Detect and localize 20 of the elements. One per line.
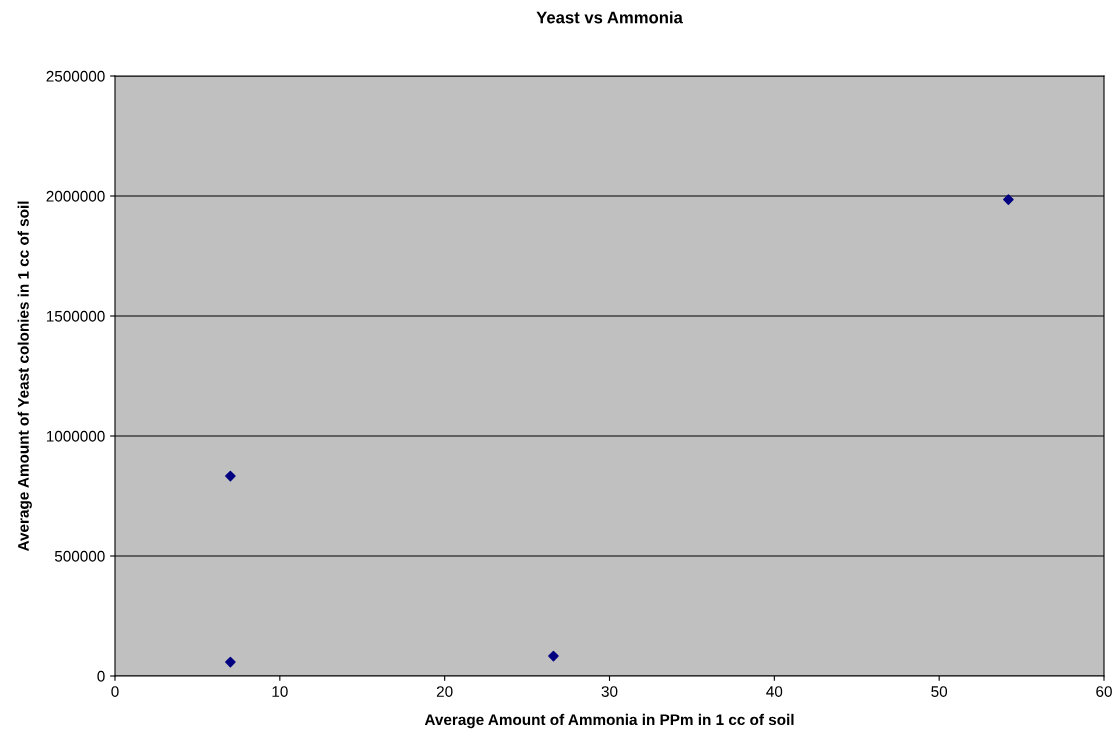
- point: [225, 656, 236, 668]
- y-tick-label: 500000: [54, 550, 105, 562]
- x-tick-label: 0: [111, 686, 119, 697]
- x-tick-label: 10: [272, 686, 288, 697]
- y-tick-label: 1000000: [46, 430, 105, 442]
- chart-title: Yeast vs Ammonia: [536, 11, 683, 24]
- point: [225, 470, 236, 482]
- x-tick-label: 40: [766, 686, 783, 697]
- y-tick-label: 2000000: [46, 190, 105, 202]
- y-tick-label: 2500000: [46, 70, 105, 82]
- x-tick-label: 60: [1096, 686, 1112, 697]
- x-tick-label: 50: [931, 686, 948, 697]
- point: [548, 650, 559, 662]
- y-tick-label: 1500000: [46, 310, 105, 322]
- point: [1003, 194, 1014, 205]
- x-tick-label: 20: [436, 686, 453, 697]
- x-axis-title: Average Amount of Ammonia in PPm in 1 cc of soil: [424, 713, 794, 729]
- y-tick-label: 0: [97, 670, 105, 682]
- x-tick-label: 30: [601, 686, 618, 697]
- y-axis-title: Average Amount of Yeast colonies in 1 cc of soil: [17, 201, 32, 552]
